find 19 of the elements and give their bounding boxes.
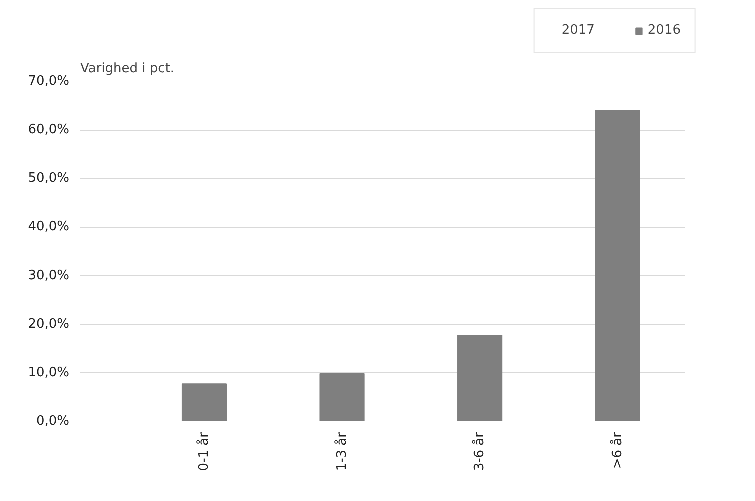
y-axis-title: Varighed i pct. <box>80 62 175 76</box>
y-tick-label: 10,0% <box>28 365 70 380</box>
bar <box>320 373 365 422</box>
bar <box>182 384 228 422</box>
x-tick-label: 0-1 år <box>196 432 212 472</box>
x-tick-label: 3-6 år <box>472 432 488 472</box>
y-tick-label: 0,0% <box>36 414 70 429</box>
y-tick-label: 60,0% <box>28 122 70 138</box>
y-tick-label: 30,0% <box>28 268 70 284</box>
bar <box>458 335 503 422</box>
bar <box>595 110 640 422</box>
y-tick-label: 70,0% <box>28 74 70 89</box>
legend-label: 2016 <box>648 23 681 38</box>
x-tick-label: >6 år <box>609 432 626 470</box>
text: 2017 <box>562 23 595 38</box>
y-tick-label: 40,0% <box>28 220 70 235</box>
x-tick-label: 1-3 år <box>334 432 350 472</box>
y-tick-label: 50,0% <box>28 171 70 186</box>
y-tick-label: 20,0% <box>28 316 70 332</box>
